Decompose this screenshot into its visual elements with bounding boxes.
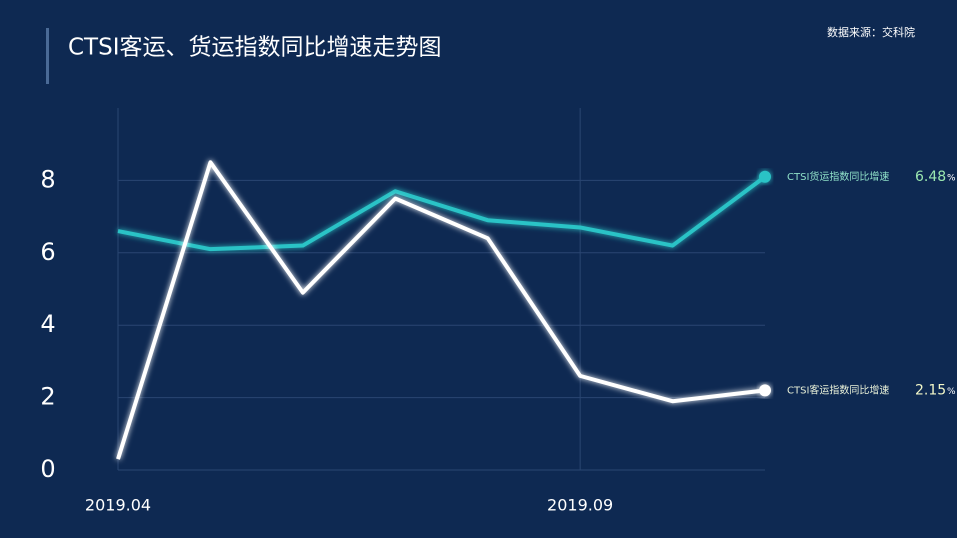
series-label: CTSI货运指数同比增速 xyxy=(787,170,889,183)
y-tick-label: 0 xyxy=(40,455,55,483)
source-note: 数据来源：交科院 xyxy=(827,25,915,39)
y-tick-label: 6 xyxy=(40,238,55,266)
end-value-label: 6.48 xyxy=(915,169,946,185)
end-value-unit: % xyxy=(947,387,956,397)
series-label: CTSI客运指数同比增速 xyxy=(787,383,889,396)
end-point xyxy=(759,384,771,397)
chart-title: CTSI客运、货运指数同比增速走势图 xyxy=(68,35,442,61)
y-tick-label: 4 xyxy=(40,310,55,338)
title-accent xyxy=(46,28,49,84)
end-value-label: 2.15 xyxy=(915,382,946,398)
series-line xyxy=(117,175,767,252)
y-tick-label: 8 xyxy=(40,165,55,193)
series-line xyxy=(116,160,766,460)
end-value-unit: % xyxy=(947,173,956,183)
x-tick-label: 2019.09 xyxy=(547,496,613,515)
y-tick-label: 2 xyxy=(40,383,55,411)
end-point xyxy=(759,170,771,183)
x-tick-label: 2019.04 xyxy=(85,496,151,515)
